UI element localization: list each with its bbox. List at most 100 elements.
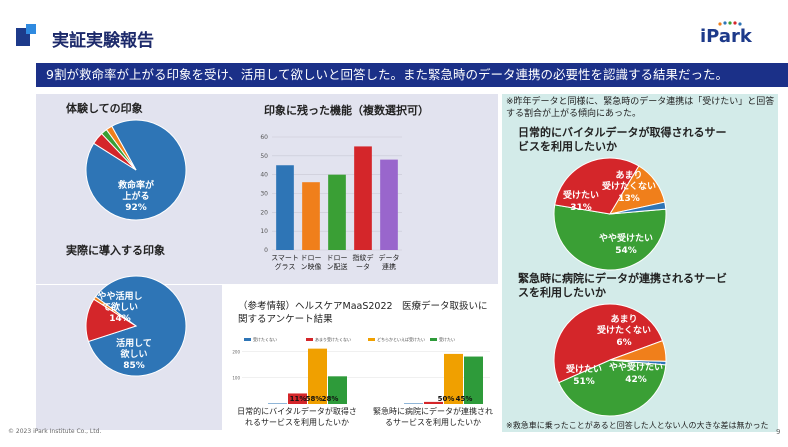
- pie-slice-3: [609, 359, 667, 366]
- q1-a2-label-b: 受けたくない: [602, 180, 656, 192]
- right-footnote: ※救急車に乗ったことがあると回答した人とない人の大きな差は無かった: [506, 421, 769, 430]
- y-tick-label: 40: [260, 172, 268, 179]
- legend-label: 受けたい: [439, 336, 455, 342]
- pie-slice-1: [553, 303, 664, 384]
- reference-bar: [404, 403, 423, 404]
- adoption-big-label-pct: 85%: [123, 361, 145, 371]
- y-tick-label: 50: [260, 153, 268, 160]
- logo-dots-icon: [718, 21, 742, 26]
- data-label: 50%: [438, 395, 455, 403]
- pie-slice-1: [554, 157, 640, 215]
- legend-label: あまり受けたくない: [315, 336, 351, 342]
- x-tick-label: 連携: [382, 262, 396, 271]
- experience-label-1: 救命率が: [118, 179, 155, 191]
- experience-label-2: 上がる: [122, 190, 149, 202]
- summary-banner: 9割が救命率が上がる印象を受け、活用して欲しいと回答した。また緊急時のデータ連携…: [36, 63, 788, 87]
- q2-title: 緊急時に病院にデータが連携されるサービスを利用したいか: [518, 272, 727, 299]
- pie-slice-3: [609, 201, 667, 215]
- legend-swatch: [368, 338, 375, 341]
- q2-a1-pct: 51%: [573, 377, 595, 387]
- bar: [302, 182, 320, 250]
- y-tick-label: 10: [260, 228, 268, 235]
- reference-bar-chart: 受けたくない あまり受けたくない どちらかといえば受けたい 受けたい 100 200 11%…: [232, 336, 490, 404]
- pie-slice-0: [553, 204, 667, 271]
- x-tick-label: スマート: [271, 254, 299, 262]
- pie-slice-2: [93, 295, 137, 327]
- q1-a2-pct: 13%: [618, 194, 640, 204]
- data-label: 28%: [322, 395, 339, 403]
- bar: [276, 165, 294, 250]
- bar: [328, 174, 346, 250]
- features-bar-chart: 0102030405060スマートグラスドローン映像ドローン配送指紋データデータ…: [260, 134, 402, 271]
- experience-title: 体験しての印象: [66, 102, 143, 115]
- q2-a3-label: やや受けたい: [609, 361, 663, 373]
- q1-a2-label: あまり: [615, 170, 642, 181]
- q1-a1-pct: 31%: [570, 203, 592, 213]
- pie-slice-0: [558, 359, 667, 417]
- q2-a3-pct: 42%: [625, 375, 647, 385]
- legend-swatch: [306, 338, 313, 341]
- adoption-title: 実際に導入する印象: [66, 244, 165, 257]
- q1-a3-label: やや受けたい: [599, 232, 653, 244]
- x-tick-label: 指紋デ: [353, 253, 374, 262]
- y-tick-label: 30: [260, 191, 268, 198]
- q2-pie-chart: 受けたい 51% あまり 受けたくない 6% やや受けたい 42%: [553, 303, 667, 417]
- experience-label-pct: 92%: [125, 203, 147, 213]
- q2-a2-label: あまり: [610, 314, 637, 325]
- reference-bar: [328, 376, 347, 404]
- reference-bar: [288, 393, 307, 404]
- reference-bar: [268, 403, 287, 404]
- x-tick-label: ドロー: [301, 254, 322, 262]
- reference-bar: [464, 356, 483, 404]
- q2-a1-label: 受けたい: [566, 363, 602, 375]
- data-label: 45%: [456, 395, 473, 403]
- x-tick-label: データ: [379, 253, 400, 262]
- data-label: 11%: [290, 395, 307, 403]
- q1-a3-pct: 54%: [615, 246, 637, 256]
- adoption-small-label-3: 14%: [109, 314, 131, 324]
- legend-swatch: [244, 338, 251, 341]
- pie-slice-3: [105, 125, 137, 171]
- x-tick-label: ドロー: [327, 254, 348, 262]
- q1-a1-label: 受けたい: [563, 189, 599, 201]
- y-tick-label: 0: [264, 247, 268, 254]
- x-tick-label: ータ: [356, 262, 370, 271]
- q2-a2-label-b: 受けたくない: [597, 324, 651, 336]
- reference-bar: [308, 348, 327, 404]
- adoption-pie-chart: やや活用し て欲しい 14% 活用して 欲しい 85%: [85, 275, 187, 377]
- reference-category-1: 日常的にバイタルデータが取得されるサービスを利用したいか: [237, 407, 357, 427]
- q2-a2-pct: 6%: [616, 338, 631, 348]
- ipark-logo: iPark: [700, 26, 752, 47]
- right-note: ※昨年データと同様に、緊急時のデータ連携は「受けたい」と回答する割合が上がる傾向…: [506, 97, 775, 119]
- experience-pie-chart: 救命率が 上がる 92%: [85, 119, 187, 221]
- bar: [380, 159, 398, 250]
- reference-category-2: 緊急時に病院にデータが連携されるサービスを利用したいか: [373, 407, 493, 427]
- page-title: 実証実験報告: [52, 31, 154, 51]
- legend-label: 受けたくない: [253, 336, 277, 342]
- x-tick-label: ン映像: [301, 262, 322, 271]
- y-tick-label: 100: [232, 376, 240, 381]
- y-tick-label: 20: [260, 209, 268, 216]
- adoption-small-label-1: やや活用し: [97, 290, 142, 302]
- adoption-small-label-2: て欲しい: [102, 301, 138, 313]
- y-tick-label: 60: [260, 134, 268, 141]
- pie-slice-0: [87, 275, 187, 377]
- q1-pie-chart: 受けたい 31% あまり 受けたくない 13% やや受けたい 54%: [553, 157, 667, 271]
- legend-label: どちらかといえば受けたい: [377, 336, 425, 342]
- header-mark-accent: [26, 24, 36, 34]
- legend-swatch: [430, 338, 437, 341]
- adoption-big-label-1: 活用して: [116, 337, 152, 349]
- data-label: 58%: [306, 395, 323, 403]
- x-tick-label: グラス: [275, 262, 296, 271]
- bar: [354, 146, 372, 250]
- q1-title: 日常的にバイタルデータが取得されるサービスを利用したいか: [518, 126, 727, 153]
- x-tick-label: ン配送: [327, 262, 348, 271]
- adoption-big-label-2: 欲しい: [119, 348, 147, 360]
- reference-title: （参考情報）ヘルスケアMaaS2022 医療データ取扱いに関するアンケート結果: [238, 301, 488, 325]
- copyright: © 2023 iPark Institute Co., Ltd.: [8, 428, 102, 435]
- features-title: 印象に残った機能（複数選択可）: [264, 104, 429, 117]
- y-tick-label: 200: [232, 349, 240, 354]
- reference-bar: [444, 353, 463, 404]
- page-number: 9: [776, 428, 781, 436]
- reference-bar: [424, 401, 443, 404]
